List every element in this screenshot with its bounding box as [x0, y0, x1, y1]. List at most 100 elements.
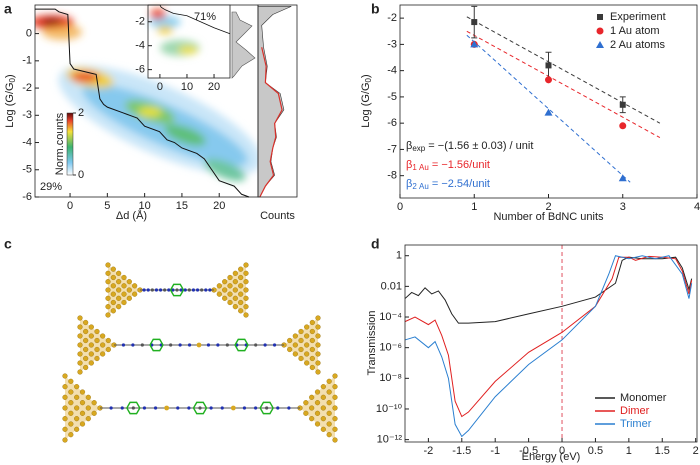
- inset-trace: [148, 4, 231, 35]
- x-tick-label: 2: [545, 201, 551, 213]
- gold-atom: [292, 342, 298, 348]
- text-part: Log (G/G: [4, 82, 16, 127]
- gold-atom: [83, 319, 89, 326]
- chain-atom: [287, 406, 291, 410]
- legend-marker: [596, 41, 604, 48]
- x-axis-label: Number of BdNC units: [493, 211, 604, 223]
- benzene-ring: [149, 338, 164, 352]
- text-part: β: [406, 178, 412, 190]
- gold-atom: [126, 287, 132, 293]
- x-tick-label: -2: [423, 445, 433, 457]
- gold-atom: [243, 270, 249, 276]
- gold-atom: [62, 373, 68, 379]
- gold-atom: [332, 373, 338, 379]
- gold-atom: [227, 299, 233, 306]
- y-tick-label: -4: [22, 136, 32, 148]
- gold-atom: [126, 295, 132, 301]
- marker: [619, 122, 627, 130]
- y-tick-label: 1: [396, 250, 402, 262]
- gold-atom: [304, 360, 310, 366]
- chain-atom: [142, 406, 147, 410]
- gold-atom: [77, 315, 83, 321]
- legend-label: 1 Au atom: [610, 25, 660, 37]
- chain-atom: [146, 288, 150, 292]
- chain-atom: [169, 343, 173, 347]
- gold-atom: [116, 270, 122, 276]
- gold-atom: [292, 333, 298, 339]
- gold-atom: [298, 355, 304, 362]
- panel-letter: d: [371, 236, 380, 252]
- gold-atom: [110, 291, 116, 297]
- gold-atom: [314, 389, 321, 395]
- y-axis-label: Log (G/G0): [4, 74, 17, 127]
- chain-atom: [178, 343, 182, 347]
- gold-atom: [77, 342, 83, 348]
- gold-atom: [243, 304, 249, 310]
- gold-atom: [315, 315, 321, 321]
- gold-atom: [309, 319, 315, 326]
- gold-atom: [238, 283, 244, 289]
- gold-atom: [74, 384, 80, 390]
- series-line: [404, 255, 693, 418]
- gold-atom: [105, 270, 111, 276]
- x-tick-label: 20: [213, 200, 225, 212]
- counts-frame: [257, 4, 298, 198]
- chain-atom: [195, 288, 200, 292]
- chain-atom: [154, 288, 159, 292]
- gold-atom: [88, 324, 94, 330]
- gold-atom: [94, 337, 100, 344]
- gold-atom: [94, 346, 100, 353]
- gold-atom: [121, 283, 127, 289]
- gold-atom: [222, 295, 228, 301]
- gold-atom: [238, 308, 244, 314]
- gold-atom: [105, 337, 111, 344]
- text-part: = −2.54/unit: [429, 178, 490, 190]
- x-tick-label: 2: [693, 445, 699, 457]
- gold-atom: [304, 333, 310, 339]
- gold-atom: [222, 279, 228, 285]
- benzene-ring: [234, 338, 249, 352]
- gold-atom: [116, 304, 122, 310]
- y-tick-label: -6: [135, 64, 145, 76]
- gold-atom: [326, 432, 332, 438]
- gold-atom: [121, 274, 127, 281]
- y-tick-label: -2: [22, 82, 32, 94]
- gold-atom: [68, 421, 74, 427]
- marker: [545, 76, 552, 84]
- inset-blob: [149, 16, 181, 28]
- chain-atom: [187, 406, 191, 410]
- subscript: exp: [412, 144, 425, 153]
- gold-atom: [315, 351, 321, 357]
- gold-atom: [332, 437, 338, 443]
- inset-histogram: [231, 11, 256, 79]
- gold-atom: [326, 389, 332, 395]
- y-tick-label: -2: [135, 16, 145, 28]
- chain-atom: [254, 343, 258, 347]
- gold-atom: [110, 283, 116, 289]
- y-tick-label: 0.01: [381, 280, 402, 292]
- x-tick-label: 1: [626, 445, 632, 457]
- series-line: [404, 255, 693, 438]
- inset-blob: [157, 26, 173, 34]
- marker: [544, 108, 553, 116]
- subscript: 1 Au: [412, 163, 428, 172]
- gold-atom: [309, 405, 315, 411]
- gold-atom: [243, 279, 249, 285]
- gold-atom: [315, 333, 321, 339]
- marker: [470, 40, 479, 48]
- chain-atom: [265, 406, 269, 410]
- chain-atom: [171, 288, 175, 292]
- chain-atom: [220, 406, 224, 410]
- y-tick-label: 10⁻¹⁰: [376, 403, 403, 415]
- gold-atom: [298, 346, 304, 353]
- y-tick-label: -3: [387, 38, 397, 50]
- gold-atom: [309, 355, 315, 362]
- gold-atom: [320, 426, 326, 432]
- gold-atom: [227, 283, 233, 289]
- density-map: [35, 15, 258, 182]
- benzene-ring: [192, 401, 208, 415]
- legend-label: Trimer: [620, 418, 652, 430]
- gold-atom: [238, 266, 244, 272]
- gold-link: [164, 405, 170, 411]
